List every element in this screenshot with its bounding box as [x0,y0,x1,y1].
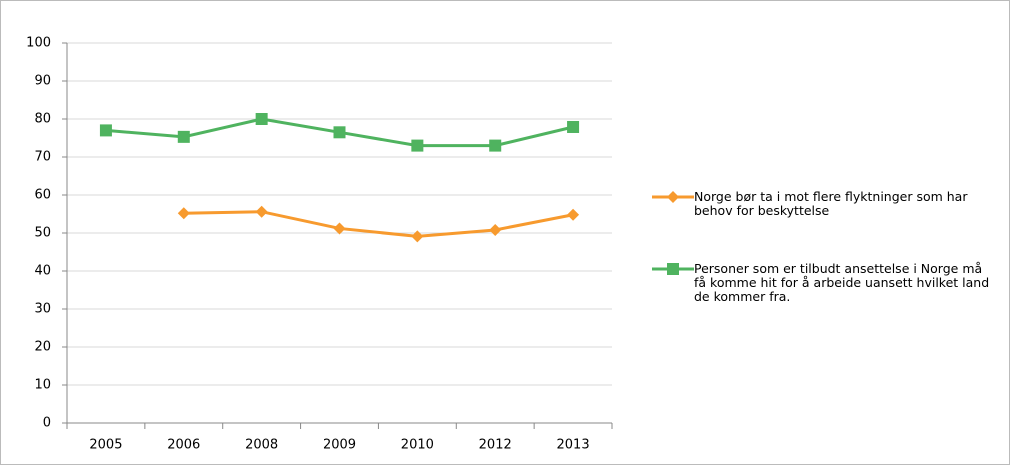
legend-entry: Norge bør ta i mot flere flyktninger som… [652,190,994,218]
data-point [255,113,268,125]
data-point [333,222,346,235]
data-point [489,223,502,236]
y-tick-label: 30 [34,302,51,317]
x-tick-label: 2009 [323,438,356,453]
series-line [183,210,574,238]
legend-label: Personer som er tilbudt ansettelse i Nor… [694,261,990,304]
data-point [99,124,112,137]
y-tick-label: 0 [43,416,51,431]
data-point [411,139,424,152]
legend-entry: Personer som er tilbudt ansettelse i Nor… [652,262,994,304]
legend-marker [667,263,679,275]
x-tick-label: 2012 [479,438,512,453]
legend-icon [652,191,694,203]
y-tick-label: 10 [34,378,51,393]
x-tick-label: 2008 [245,438,278,453]
data-point [177,207,190,220]
y-tick-label: 20 [34,340,51,355]
data-point [177,130,190,143]
x-tick-label: 2013 [557,438,590,453]
data-point [567,120,580,133]
y-tick-label: 60 [34,188,51,203]
data-point [567,208,580,221]
y-tick-label: 70 [34,150,51,165]
x-tick-label: 2006 [167,438,200,453]
y-tick-label: 80 [34,112,51,127]
x-tick-label: 2005 [89,438,122,453]
data-point [411,230,424,243]
legend-label: Norge bør ta i mot flere flyktninger som… [694,189,968,218]
y-tick-label: 100 [26,36,51,51]
data-point [255,205,268,218]
y-tick-label: 40 [34,264,51,279]
y-tick-label: 50 [34,226,51,241]
legend-marker [667,191,679,203]
x-tick-label: 2010 [401,438,434,453]
data-point [333,126,346,139]
y-tick-label: 90 [34,74,51,89]
data-point [489,139,502,152]
legend-icon [652,263,694,275]
